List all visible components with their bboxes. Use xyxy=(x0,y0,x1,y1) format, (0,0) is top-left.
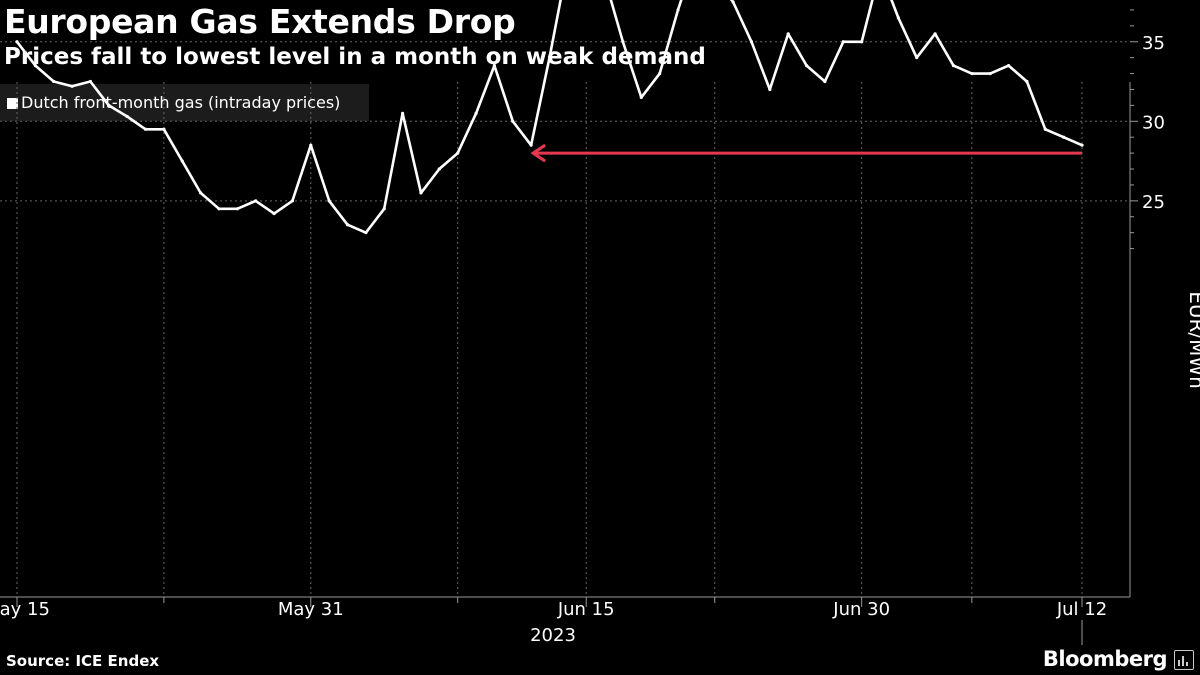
data-point xyxy=(437,167,441,171)
data-point xyxy=(823,79,827,84)
annotation-arrow-head xyxy=(530,143,546,163)
data-point xyxy=(988,71,992,76)
data-point xyxy=(474,111,478,115)
data-point xyxy=(951,64,956,68)
data-point xyxy=(33,64,37,68)
data-point xyxy=(786,32,790,36)
data-point xyxy=(841,40,845,44)
data-point xyxy=(217,207,221,211)
data-point xyxy=(529,143,533,147)
chart-subtitle: Prices fall to lowest level in a month o… xyxy=(4,44,706,70)
chart-icon xyxy=(1174,650,1194,670)
data-point xyxy=(970,71,974,76)
x-tick-label: Jun 15 xyxy=(557,599,615,620)
x-tick-label: May 15 xyxy=(0,599,50,620)
data-point xyxy=(88,79,93,84)
data-point xyxy=(143,127,148,131)
chart-title: European Gas Extends Drop xyxy=(4,2,516,41)
data-point xyxy=(345,223,350,227)
data-point xyxy=(382,207,386,211)
data-point xyxy=(15,40,19,44)
data-point xyxy=(290,199,295,203)
data-point xyxy=(52,79,56,84)
data-point xyxy=(639,95,643,100)
y-axis-title: EUR/MWh xyxy=(1185,291,1200,389)
data-point xyxy=(1025,79,1029,84)
bloomberg-logo: Bloomberg xyxy=(1042,647,1168,671)
data-point xyxy=(511,119,515,123)
data-point xyxy=(1006,64,1011,68)
data-point xyxy=(621,40,625,44)
y-tick-label: 30 xyxy=(1142,112,1165,133)
y-tick-label: 25 xyxy=(1142,192,1165,213)
data-point xyxy=(1080,143,1084,147)
data-point xyxy=(401,111,405,115)
data-point xyxy=(804,64,809,68)
data-point xyxy=(364,231,368,235)
data-point xyxy=(456,151,460,155)
data-point xyxy=(162,127,166,131)
data-point xyxy=(896,16,900,20)
data-point xyxy=(915,56,919,60)
series-line xyxy=(15,0,1083,234)
data-point xyxy=(749,40,754,44)
data-point xyxy=(492,64,497,68)
data-point xyxy=(658,71,662,76)
data-point xyxy=(933,32,937,36)
data-point xyxy=(235,207,239,211)
x-tick-label: Jul 12 xyxy=(1056,599,1107,620)
data-point xyxy=(1043,127,1047,131)
legend-swatch xyxy=(7,98,18,109)
data-point xyxy=(860,40,864,44)
data-point xyxy=(676,8,680,12)
data-point xyxy=(327,199,331,203)
x-tick-label: Jun 30 xyxy=(832,599,890,620)
data-point xyxy=(309,143,313,147)
data-point xyxy=(272,211,276,216)
x-year-label: 2023 xyxy=(530,625,576,646)
data-point xyxy=(199,191,203,195)
data-point xyxy=(107,103,111,107)
x-tick-label: May 31 xyxy=(278,599,344,620)
legend: Dutch front-month gas (intraday prices) xyxy=(0,84,369,121)
data-point xyxy=(419,191,423,195)
data-point xyxy=(254,199,258,203)
data-point xyxy=(70,84,74,88)
data-point xyxy=(180,159,184,163)
data-point xyxy=(547,56,552,60)
legend-label: Dutch front-month gas (intraday prices) xyxy=(21,93,341,112)
data-point xyxy=(731,0,735,4)
data-point xyxy=(1062,135,1066,139)
y-tick-label: 35 xyxy=(1142,33,1165,54)
data-point xyxy=(125,114,129,119)
data-point xyxy=(768,87,772,92)
source-note: Source: ICE Endex xyxy=(6,652,160,670)
